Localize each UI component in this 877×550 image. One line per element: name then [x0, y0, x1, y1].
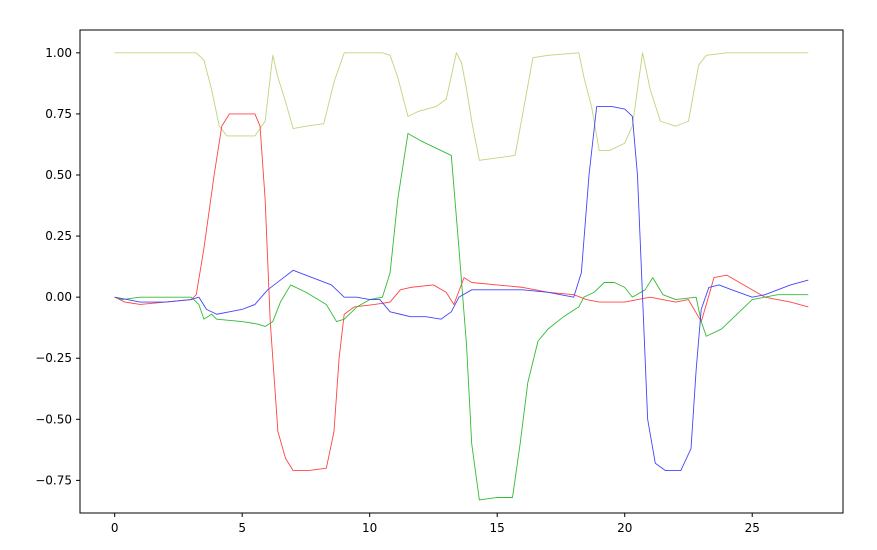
x-tick-label: 0 — [111, 521, 119, 535]
y-tick-label: 0.25 — [45, 229, 72, 243]
y-tick-label: −0.50 — [35, 412, 72, 426]
series-line-3 — [114, 106, 809, 472]
y-tick-label: 0.50 — [45, 168, 72, 182]
y-tick-label: 1.00 — [45, 46, 72, 60]
plot-frame — [79, 29, 844, 514]
series-line-0 — [114, 52, 809, 161]
y-axis: 1.00 0.75 0.50 0.25 0.00 −0.25 −0.50 −0.75 — [35, 46, 80, 487]
x-tick-label: 5 — [238, 521, 246, 535]
y-tick-label: −0.75 — [35, 473, 72, 487]
series-line-1 — [114, 113, 809, 472]
x-tick-label: 10 — [362, 521, 377, 535]
x-tick-label: 15 — [490, 521, 505, 535]
x-tick-label: 20 — [617, 521, 632, 535]
y-tick-label: −0.25 — [35, 351, 72, 365]
x-tick-label: 25 — [745, 521, 760, 535]
series-layer — [114, 52, 809, 501]
x-axis: 0 5 10 15 20 25 — [111, 513, 760, 535]
y-tick-label: 0.00 — [45, 290, 72, 304]
y-tick-label: 0.75 — [45, 107, 72, 121]
series-line-2 — [114, 133, 809, 501]
